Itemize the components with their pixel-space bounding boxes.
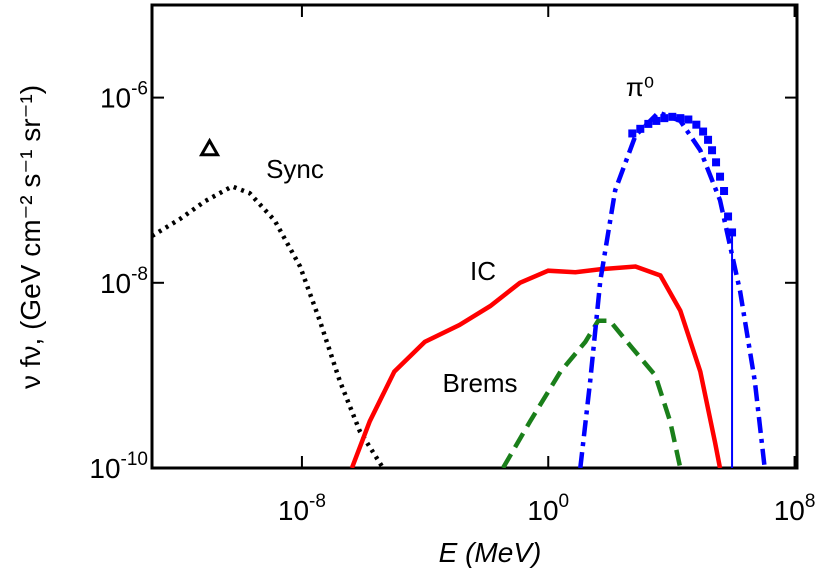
data-point xyxy=(652,116,661,125)
data-point xyxy=(704,135,713,144)
plot-frame xyxy=(150,3,799,470)
series-line xyxy=(152,183,385,468)
data-point xyxy=(628,129,637,138)
data-point xyxy=(720,187,729,196)
data-point xyxy=(712,158,721,167)
data-point xyxy=(636,124,645,133)
data-point xyxy=(724,212,733,221)
series-label: π⁰ xyxy=(626,72,654,102)
series-label: Brems xyxy=(442,368,517,398)
y-tick-label: 10-10 xyxy=(89,449,148,484)
data-point xyxy=(668,112,677,121)
data-point xyxy=(684,115,693,124)
x-tick-label: 100 xyxy=(527,491,569,526)
y-tick-label: 10-8 xyxy=(100,264,148,299)
x-tick-label: 10-8 xyxy=(278,491,326,526)
data-point xyxy=(676,114,685,123)
data-point xyxy=(708,146,717,155)
y-tick-label: 10-6 xyxy=(100,79,148,114)
y-axis-label: ν fν, (GeV cm⁻² s⁻¹ sr⁻¹) xyxy=(15,85,46,389)
x-axis-label: E (MeV) xyxy=(439,537,542,568)
data-point xyxy=(716,172,725,181)
data-point xyxy=(692,120,701,129)
data-point xyxy=(660,114,669,123)
series-label: IC xyxy=(470,256,496,286)
x-tick-label: 108 xyxy=(774,491,816,526)
series-line xyxy=(501,318,683,468)
series-label: Sync xyxy=(266,154,324,184)
upper-limit-marker xyxy=(198,137,221,157)
series-line xyxy=(349,264,723,468)
data-point xyxy=(728,228,737,237)
data-point xyxy=(699,127,708,136)
data-point xyxy=(644,119,653,128)
series-line xyxy=(578,109,767,468)
